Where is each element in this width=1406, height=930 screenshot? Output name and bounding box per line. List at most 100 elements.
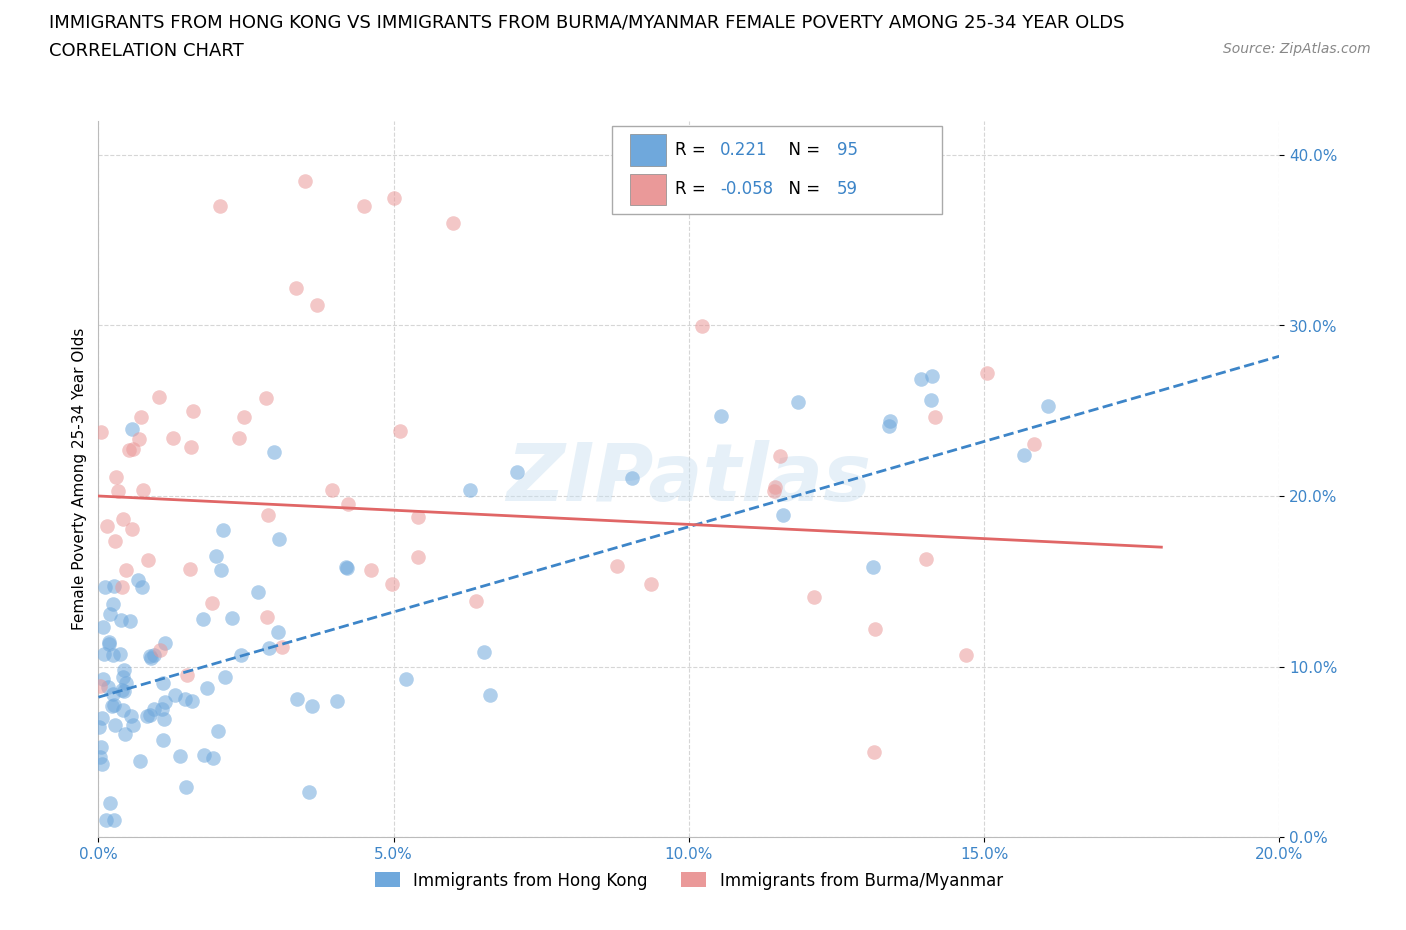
- Point: [148, 390, 170, 405]
- Point: [640, 577, 662, 591]
- Point: [108, 647, 131, 662]
- Text: N =: N =: [778, 141, 825, 159]
- Point: [1012, 447, 1035, 462]
- Point: [93, 647, 115, 662]
- Point: [763, 480, 786, 495]
- Point: [174, 779, 197, 794]
- Point: [301, 698, 323, 713]
- Point: [976, 365, 998, 380]
- Text: ZIPatlas: ZIPatlas: [506, 440, 872, 518]
- Point: [921, 369, 943, 384]
- Point: [257, 508, 280, 523]
- Point: [193, 612, 215, 627]
- Point: [174, 692, 197, 707]
- Point: [139, 707, 162, 722]
- Point: [183, 404, 205, 418]
- Point: [394, 671, 416, 686]
- Point: [131, 579, 153, 594]
- Point: [382, 191, 405, 206]
- Point: [143, 647, 166, 662]
- Point: [97, 679, 120, 694]
- Point: [98, 635, 121, 650]
- Point: [506, 464, 529, 479]
- Point: [1024, 437, 1046, 452]
- Point: [879, 414, 901, 429]
- Point: [111, 579, 134, 594]
- Point: [131, 409, 153, 424]
- Point: [208, 199, 231, 214]
- Point: [305, 298, 328, 312]
- Point: [337, 497, 360, 512]
- Point: [256, 609, 278, 624]
- Point: [155, 694, 177, 709]
- Point: [131, 483, 153, 498]
- Point: [104, 718, 127, 733]
- Point: [201, 595, 224, 610]
- Point: [786, 394, 808, 409]
- Point: [111, 683, 134, 698]
- Point: [266, 625, 288, 640]
- Point: [139, 650, 162, 665]
- Point: [247, 584, 270, 599]
- Point: [100, 606, 122, 621]
- Point: [152, 712, 174, 727]
- Point: [120, 709, 142, 724]
- Text: IMMIGRANTS FROM HONG KONG VS IMMIGRANTS FROM BURMA/MYANMAR FEMALE POVERTY AMONG : IMMIGRANTS FROM HONG KONG VS IMMIGRANTS …: [49, 14, 1125, 32]
- Text: -0.058: -0.058: [720, 180, 773, 198]
- Point: [98, 637, 121, 652]
- Point: [136, 553, 159, 568]
- Point: [202, 751, 225, 765]
- Point: [100, 795, 122, 810]
- Point: [228, 431, 250, 445]
- Point: [90, 739, 112, 754]
- Point: [204, 548, 226, 563]
- Point: [150, 702, 173, 717]
- Point: [87, 720, 110, 735]
- Point: [103, 698, 125, 712]
- Point: [910, 372, 932, 387]
- Point: [690, 319, 713, 334]
- Point: [179, 562, 201, 577]
- Point: [294, 173, 316, 188]
- Point: [142, 702, 165, 717]
- Point: [458, 483, 481, 498]
- Point: [606, 559, 628, 574]
- Point: [107, 484, 129, 498]
- Point: [169, 749, 191, 764]
- Point: [285, 692, 308, 707]
- Point: [180, 694, 202, 709]
- Point: [90, 756, 112, 771]
- Point: [207, 724, 229, 738]
- Point: [209, 563, 232, 578]
- Point: [914, 552, 936, 567]
- Point: [326, 693, 349, 708]
- Point: [152, 676, 174, 691]
- Point: [257, 641, 280, 656]
- Point: [112, 684, 135, 698]
- Point: [406, 510, 429, 525]
- Point: [298, 784, 321, 799]
- Point: [90, 425, 112, 440]
- Point: [955, 647, 977, 662]
- Point: [94, 580, 117, 595]
- Legend: Immigrants from Hong Kong, Immigrants from Burma/Myanmar: Immigrants from Hong Kong, Immigrants fr…: [375, 871, 1002, 889]
- Text: Source: ZipAtlas.com: Source: ZipAtlas.com: [1223, 42, 1371, 56]
- Point: [112, 662, 135, 677]
- Point: [197, 681, 219, 696]
- Point: [165, 687, 187, 702]
- Point: [335, 560, 357, 575]
- Text: 0.221: 0.221: [720, 141, 768, 159]
- Point: [138, 648, 160, 663]
- Text: CORRELATION CHART: CORRELATION CHART: [49, 42, 245, 60]
- Point: [710, 408, 733, 423]
- Point: [472, 645, 495, 660]
- Point: [284, 281, 307, 296]
- Point: [263, 445, 285, 459]
- Point: [90, 711, 112, 725]
- Text: N =: N =: [778, 180, 825, 198]
- Point: [321, 483, 343, 498]
- Point: [128, 573, 150, 588]
- Point: [101, 597, 124, 612]
- Point: [193, 748, 215, 763]
- Point: [103, 578, 125, 593]
